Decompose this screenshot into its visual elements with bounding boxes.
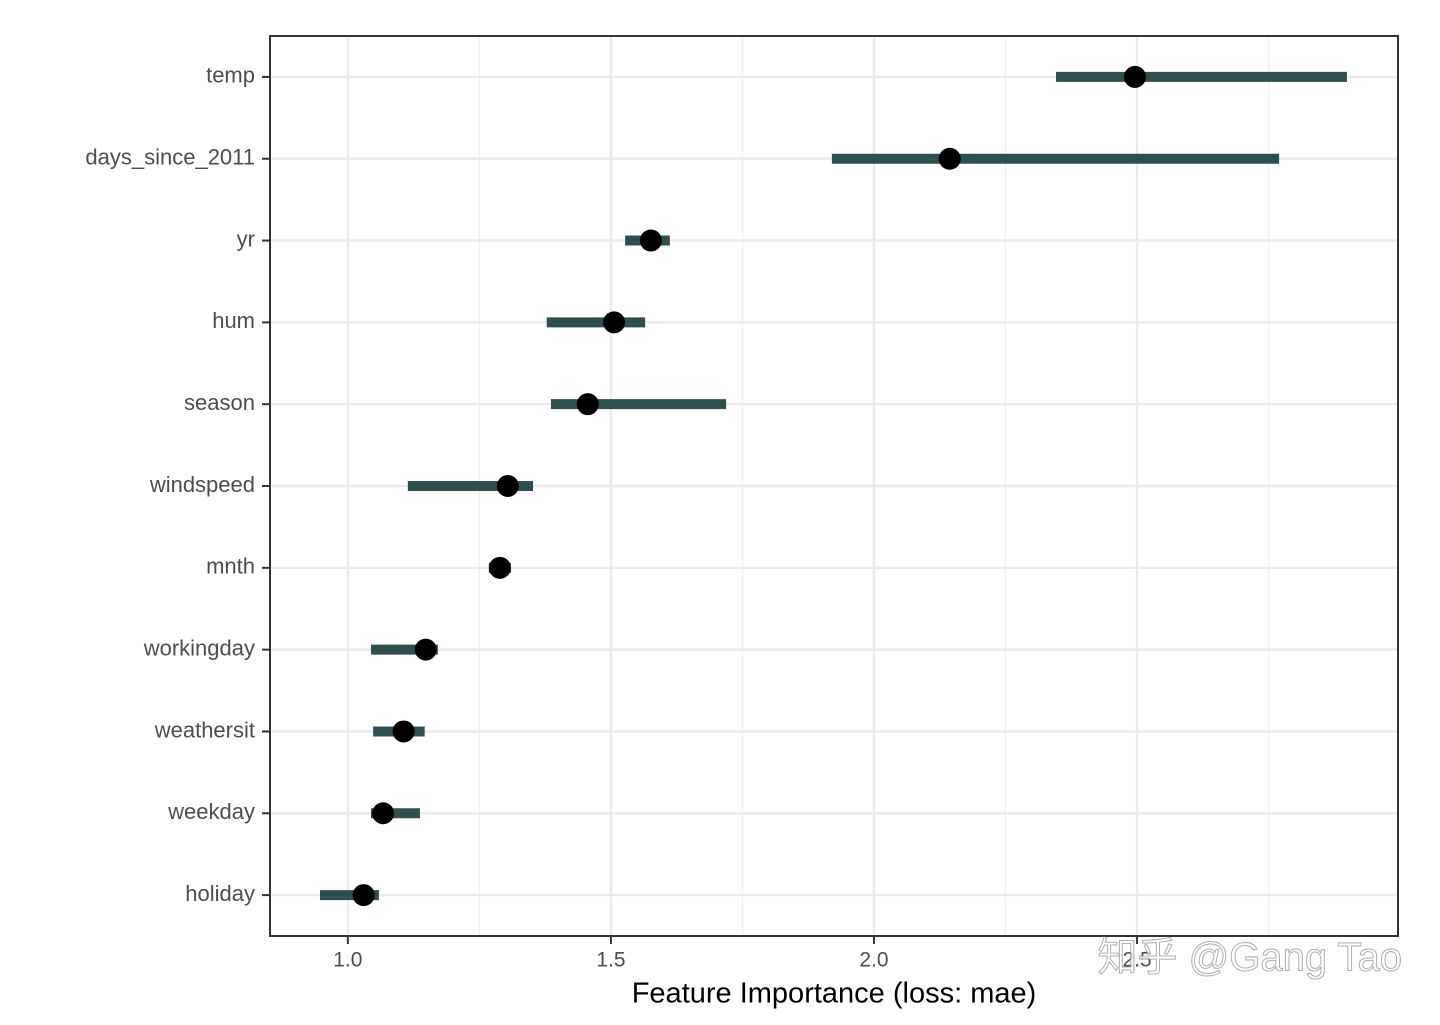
- x-tick-label: 2.0: [859, 949, 888, 972]
- x-tick-label: 1.5: [596, 949, 625, 972]
- panel-border: [269, 35, 1399, 937]
- y-tick-label: hum: [212, 308, 255, 333]
- x-tick-label: 1.0: [333, 949, 362, 972]
- point: [938, 147, 961, 170]
- point: [488, 556, 511, 579]
- point: [603, 311, 626, 334]
- y-tick-label: yr: [237, 226, 255, 251]
- point: [1123, 65, 1146, 88]
- y-tick-label: weekday: [167, 799, 255, 824]
- point: [496, 475, 519, 497]
- y-tick-label: workingday: [143, 635, 255, 660]
- y-tick-label: windspeed: [149, 472, 255, 497]
- x-axis-title: Feature Importance (loss: mae): [632, 978, 1037, 1010]
- point: [352, 884, 375, 907]
- point: [639, 229, 662, 252]
- x-tick-label: 2.5: [1122, 949, 1151, 972]
- y-tick-label: weathersit: [154, 717, 255, 742]
- point: [392, 720, 415, 743]
- point: [414, 638, 437, 661]
- y-tick-label: days_since_2011: [85, 145, 255, 170]
- y-tick-label: temp: [206, 63, 255, 88]
- y-tick-label: holiday: [185, 881, 255, 906]
- point: [576, 393, 599, 416]
- y-tick-label: season: [184, 390, 255, 415]
- y-tick-label: mnth: [206, 554, 255, 579]
- point: [372, 802, 395, 825]
- watermark: 知乎 @Gang Tao: [1098, 936, 1402, 980]
